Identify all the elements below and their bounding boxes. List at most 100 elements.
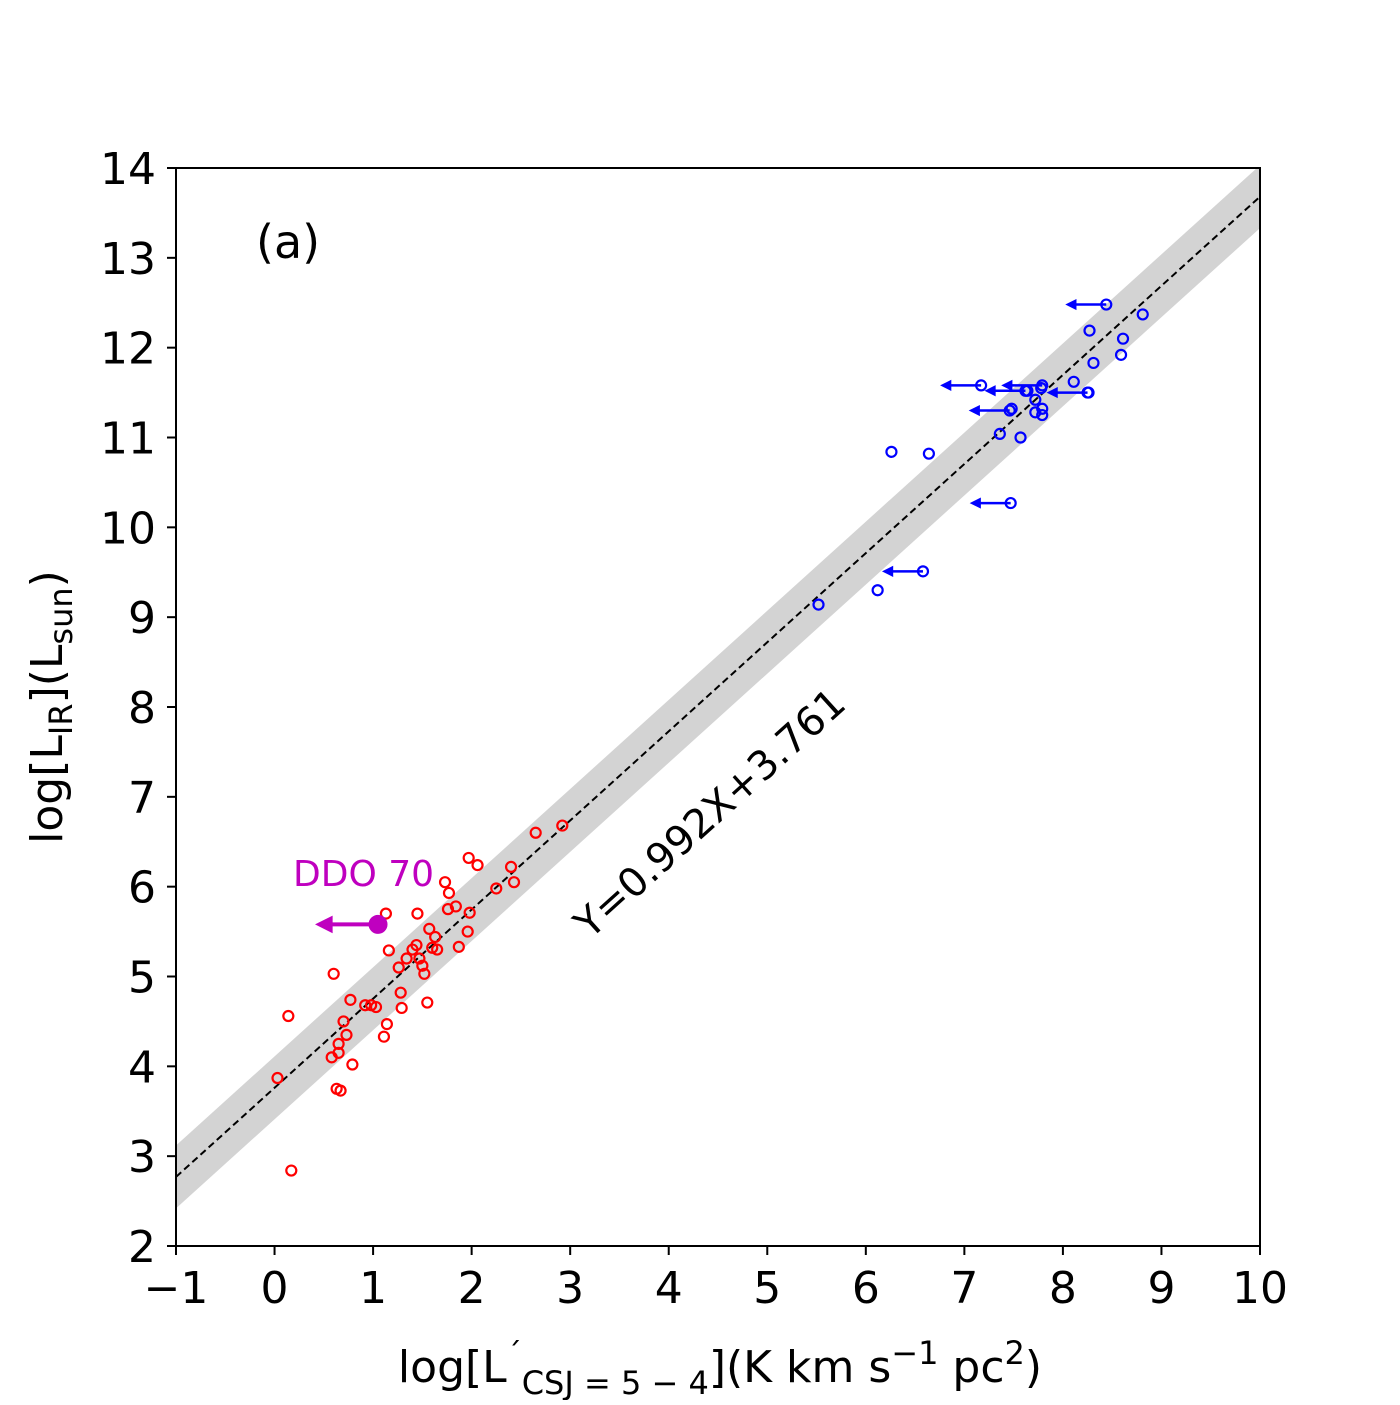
extragalactic-point	[1036, 408, 1049, 422]
y-title-end: )	[22, 570, 73, 587]
galactic-point	[411, 907, 424, 920]
extragalactic-point	[1067, 375, 1080, 388]
extragalactic-point	[1014, 431, 1027, 444]
extragalactic_upper_limits-limit-arrow-head	[1046, 386, 1058, 399]
fit-line	[176, 195, 1260, 1178]
x-title-base: log[L	[398, 1342, 507, 1393]
extragalactic-point	[922, 447, 935, 460]
x-title-rest2: pc	[938, 1342, 1004, 1393]
x-tick-label: 4	[655, 1263, 683, 1314]
galactic-point	[346, 1058, 359, 1071]
extragalactic_upper_limits-point	[1100, 298, 1113, 311]
y-tick-label: 12	[100, 324, 156, 375]
x-tick-label: 1	[359, 1263, 387, 1314]
extragalactic_upper_limits-point	[1036, 379, 1049, 392]
galactic-point	[394, 986, 407, 999]
extragalactic-point	[1029, 393, 1042, 406]
galactic-point	[369, 1000, 383, 1014]
extragalactic_upper_limits-point	[1003, 404, 1016, 417]
extragalactic-point	[812, 598, 825, 611]
galactic-point	[421, 996, 434, 1009]
galactic-point	[392, 961, 405, 974]
galactic-point	[395, 1001, 408, 1015]
y-tick-label: 7	[128, 773, 156, 824]
extragalactic-point	[1114, 348, 1128, 361]
galactic-point	[507, 876, 521, 889]
y-axis-title: log[LIR](Lsun)	[22, 570, 80, 844]
extragalactic_upper_limits-limit-arrow-head	[881, 565, 894, 577]
y-tick-label: 6	[128, 863, 156, 914]
galactic-point	[380, 1018, 393, 1031]
x-title-sup2: 2	[1005, 1334, 1025, 1372]
x-tick-label: 0	[261, 1263, 289, 1314]
galactic-point	[413, 952, 426, 965]
galactic-point	[379, 907, 393, 920]
galactic-point	[462, 851, 475, 865]
galactic-point	[556, 819, 569, 832]
x-tick-label: −1	[144, 1263, 209, 1314]
galactic-point	[377, 1030, 391, 1043]
x-title-sup1: −1	[891, 1334, 938, 1372]
extragalactic-point	[1136, 308, 1149, 321]
galactic-point	[340, 1028, 353, 1041]
x-title-rest: ](K km s	[709, 1342, 891, 1393]
x-tick-label: 10	[1232, 1263, 1288, 1314]
y-tick-label: 2	[128, 1222, 156, 1273]
DDO 70-limit-arrow-head	[315, 915, 333, 934]
galactic-point	[449, 900, 462, 913]
x-tick-label: 6	[852, 1263, 880, 1314]
y-title-middle: ](L	[22, 644, 73, 703]
galactic-point	[471, 859, 484, 872]
x-tick-label: 3	[556, 1263, 584, 1314]
galactic-point	[344, 993, 357, 1006]
galactic-point	[271, 1071, 284, 1085]
galactic-point	[332, 1046, 345, 1059]
x-title-prime: ´	[507, 1337, 522, 1372]
extragalactic-point	[1087, 356, 1100, 370]
extragalactic_upper_limits-point	[975, 379, 988, 392]
x-tick-label: 7	[950, 1263, 978, 1314]
extragalactic_upper_limits-limit-arrow-head	[1001, 379, 1013, 391]
x-tick-label: 5	[753, 1263, 781, 1314]
galactic-point	[452, 940, 465, 953]
extragalactic-point	[993, 427, 1006, 441]
galactic-point	[463, 906, 476, 919]
extragalactic-point	[1036, 402, 1049, 415]
galactic-point	[429, 930, 442, 944]
extragalactic-point	[885, 445, 898, 458]
y-title-base: log[L	[22, 735, 73, 844]
extragalactic-point	[1083, 324, 1096, 337]
plot-frame	[175, 167, 1261, 1247]
y-tick-label: 9	[128, 593, 156, 644]
x-tick-label: 2	[458, 1263, 486, 1314]
galactic-point	[441, 903, 455, 916]
galactic-point	[504, 860, 518, 874]
ddo70-label: DDO 70	[293, 854, 434, 895]
fit-confidence-band	[176, 168, 1260, 1209]
extragalactic_upper_limits-limit-arrow-head	[969, 497, 981, 509]
galactic-point	[285, 1164, 298, 1177]
galactic-point	[382, 944, 395, 957]
extragalactic_upper_limits-limit-arrow-head	[940, 379, 952, 391]
x-title-end: )	[1025, 1342, 1042, 1393]
extragalactic_upper_limits-point	[1081, 386, 1094, 399]
extragalactic_upper_limits-point	[1004, 496, 1017, 510]
x-tick-label: 9	[1147, 1263, 1175, 1314]
x-axis-title: log[L´CSJ = 5 − 4](K km s−1 pc2)	[398, 1334, 1042, 1400]
galactic-point	[327, 967, 340, 980]
y-title-sub: IR	[42, 703, 80, 735]
galactic-point	[431, 943, 444, 956]
panel-label: (a)	[256, 215, 320, 269]
extragalactic-point	[1005, 402, 1018, 415]
extragalactic_upper_limits-limit-arrow-head	[1065, 298, 1077, 311]
galactic-point	[334, 1084, 347, 1097]
y-title-sub2: sun	[42, 587, 80, 644]
galactic-point	[400, 952, 413, 965]
extragalactic_upper_limits-limit-arrow-head	[968, 404, 980, 417]
galactic-point	[359, 999, 372, 1012]
x-tick-label: 8	[1049, 1263, 1077, 1314]
galactic-point	[418, 967, 431, 980]
x-title-sub: CSJ = 5 − 4	[522, 1364, 709, 1400]
y-tick-label: 4	[128, 1042, 156, 1093]
